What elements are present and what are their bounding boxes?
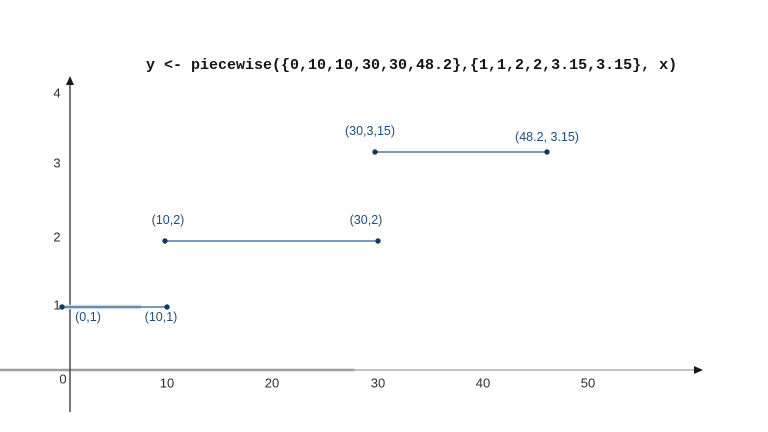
x-axis-arrow-icon [694,366,703,374]
point-label: (10,2) [151,213,185,227]
data-point [544,149,550,155]
point-label: (30,3,15) [344,124,396,138]
x-tick-label: 30 [370,375,386,391]
point-label: (0,1) [75,310,101,324]
point-label: (10,1) [144,310,178,324]
x-tick-label: 20 [264,375,280,391]
point-label: (48.2, 3.15) [515,130,579,144]
y-tick-label: 4 [53,85,61,101]
y-tick-label: 3 [53,155,61,171]
y-tick-label: 1 [53,297,61,313]
data-point [162,238,168,244]
data-point [372,149,378,155]
plot-title: y <- piecewise({0,10,10,30,30,48.2},{1,1… [146,57,678,74]
data-point [59,304,65,310]
point-label: (30,2) [349,213,383,227]
data-point [375,238,381,244]
y-tick-label: 2 [53,229,61,245]
x-tick-label: 10 [159,375,175,391]
x-tick-label: 40 [475,375,491,391]
data-point [164,304,170,310]
x-tick-label: 50 [580,375,596,391]
x-tick-label: 0 [59,371,67,387]
y-axis-arrow-icon [66,76,74,85]
